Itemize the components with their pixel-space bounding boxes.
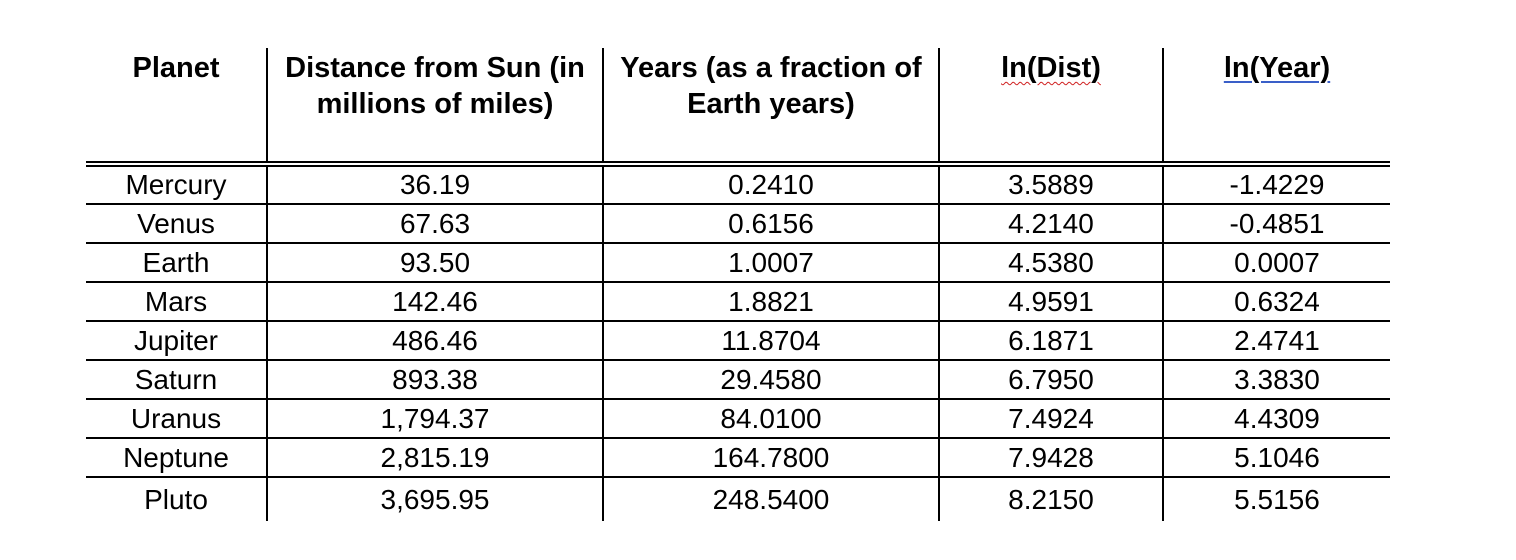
- cell-distance: 486.46: [266, 320, 603, 360]
- cell-ln-year: 4.4309: [1162, 398, 1390, 438]
- table-row: Venus 67.63 0.6156 4.2140 -0.4851: [86, 203, 1390, 243]
- cell-planet: Earth: [86, 242, 267, 282]
- cell-distance: 893.38: [266, 359, 603, 399]
- cell-distance: 36.19: [266, 163, 603, 204]
- table-row: Saturn 893.38 29.4580 6.7950 3.3830: [86, 359, 1390, 399]
- header-years: Years (as a fraction of Earth years): [602, 48, 939, 167]
- table-row: Earth 93.50 1.0007 4.5380 0.0007: [86, 242, 1390, 282]
- cell-years: 1.0007: [602, 242, 939, 282]
- cell-planet: Mercury: [86, 163, 267, 204]
- header-ln-year-label: ln(Year): [1223, 52, 1331, 84]
- cell-years: 0.6156: [602, 203, 939, 243]
- cell-distance: 1,794.37: [266, 398, 603, 438]
- table-row: Jupiter 486.46 11.8704 6.1871 2.4741: [86, 320, 1390, 360]
- cell-ln-year: 0.0007: [1162, 242, 1390, 282]
- cell-ln-dist: 6.1871: [938, 320, 1163, 360]
- header-planet: Planet: [86, 48, 267, 167]
- cell-planet: Venus: [86, 203, 267, 243]
- table-row: Pluto 3,695.95 248.5400 8.2150 5.5156: [86, 476, 1390, 521]
- cell-ln-year: 5.5156: [1162, 476, 1390, 521]
- cell-ln-dist: 4.9591: [938, 281, 1163, 321]
- cell-ln-dist: 7.4924: [938, 398, 1163, 438]
- planet-data-table: Planet Distance from Sun (in millions of…: [86, 48, 1390, 521]
- cell-years: 11.8704: [602, 320, 939, 360]
- cell-planet: Jupiter: [86, 320, 267, 360]
- cell-ln-dist: 6.7950: [938, 359, 1163, 399]
- cell-planet: Neptune: [86, 437, 267, 477]
- cell-planet: Uranus: [86, 398, 267, 438]
- cell-planet: Mars: [86, 281, 267, 321]
- cell-ln-year: 2.4741: [1162, 320, 1390, 360]
- header-row: Planet Distance from Sun (in millions of…: [86, 48, 1390, 167]
- cell-ln-year: 3.3830: [1162, 359, 1390, 399]
- cell-ln-year: 0.6324: [1162, 281, 1390, 321]
- cell-ln-year: -1.4229: [1162, 163, 1390, 204]
- cell-planet: Saturn: [86, 359, 267, 399]
- header-distance: Distance from Sun (in millions of miles): [266, 48, 603, 167]
- cell-ln-dist: 8.2150: [938, 476, 1163, 521]
- cell-ln-dist: 3.5889: [938, 163, 1163, 204]
- cell-years: 1.8821: [602, 281, 939, 321]
- cell-distance: 93.50: [266, 242, 603, 282]
- cell-ln-dist: 4.5380: [938, 242, 1163, 282]
- header-ln-dist-label: ln(Dist): [1001, 52, 1101, 84]
- cell-years: 29.4580: [602, 359, 939, 399]
- cell-distance: 3,695.95: [266, 476, 603, 521]
- table-row: Mercury 36.19 0.2410 3.5889 -1.4229: [86, 163, 1390, 204]
- header-ln-year: ln(Year): [1162, 48, 1390, 167]
- table-row: Neptune 2,815.19 164.7800 7.9428 5.1046: [86, 437, 1390, 477]
- cell-ln-year: -0.4851: [1162, 203, 1390, 243]
- table-row: Mars 142.46 1.8821 4.9591 0.6324: [86, 281, 1390, 321]
- table-row: Uranus 1,794.37 84.0100 7.4924 4.4309: [86, 398, 1390, 438]
- cell-years: 164.7800: [602, 437, 939, 477]
- cell-years: 248.5400: [602, 476, 939, 521]
- cell-distance: 2,815.19: [266, 437, 603, 477]
- cell-ln-dist: 4.2140: [938, 203, 1163, 243]
- cell-planet: Pluto: [86, 476, 267, 521]
- header-ln-dist: ln(Dist): [938, 48, 1163, 167]
- cell-ln-year: 5.1046: [1162, 437, 1390, 477]
- cell-distance: 67.63: [266, 203, 603, 243]
- cell-years: 0.2410: [602, 163, 939, 204]
- cell-ln-dist: 7.9428: [938, 437, 1163, 477]
- cell-distance: 142.46: [266, 281, 603, 321]
- cell-years: 84.0100: [602, 398, 939, 438]
